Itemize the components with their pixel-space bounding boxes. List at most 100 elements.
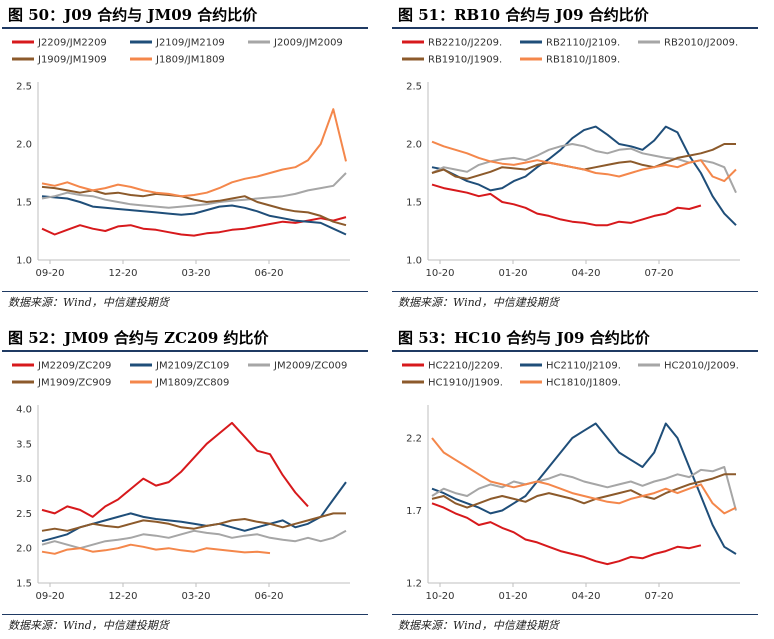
title-divider	[392, 27, 758, 29]
title-divider	[2, 350, 368, 352]
x-tick-label: 12-20	[108, 591, 137, 602]
source-divider	[2, 614, 368, 615]
legend-label: JM2109/ZC109	[155, 361, 229, 372]
series-line	[41, 512, 346, 532]
y-tick-label: 3.0	[16, 474, 32, 485]
y-tick-label: 2.5	[406, 82, 422, 93]
y-tick-label: 1.5	[16, 579, 32, 590]
legend-label: HC2010/J2009.	[664, 361, 739, 372]
legend-label: J1809/JM1809	[155, 55, 225, 66]
y-tick-label: 2.2	[406, 434, 422, 445]
source-note: 数据来源：Wind，中信建投期货	[398, 296, 559, 309]
legend-item: RB2210/J2209.	[402, 38, 502, 49]
legend-item: JM1909/ZC909	[12, 378, 111, 389]
legend-item: J1809/JM1809	[130, 55, 225, 66]
series-line	[431, 502, 702, 566]
x-tick-label: 10-20	[425, 268, 454, 279]
legend-label: RB2210/J2209.	[428, 38, 502, 49]
legend-label: JM2209/ZC209	[37, 361, 111, 372]
chart-title: 图 51：RB10 合约与 J09 合约比价	[398, 6, 649, 24]
legend-item: JM2109/ZC109	[130, 361, 229, 372]
source-note: 数据来源：Wind，中信建投期货	[8, 296, 169, 309]
y-tick-label: 1.0	[16, 256, 32, 267]
series-line	[41, 481, 347, 543]
legend-label: JM1809/ZC809	[155, 378, 229, 389]
legend-label: RB2010/J2009.	[664, 38, 738, 49]
x-tick-label: 04-20	[571, 591, 600, 602]
legend-label: JM2009/ZC009	[273, 361, 347, 372]
legend-item: RB1910/J1909.	[402, 55, 502, 66]
series-line	[431, 466, 737, 511]
source-note: 数据来源：Wind，中信建投期货	[8, 619, 169, 632]
y-tick-label: 1.5	[406, 198, 422, 209]
series-line	[41, 421, 309, 518]
legend-item: HC1910/J1909.	[402, 378, 503, 389]
chart-panel-jm09-zc209: 图 52：JM09 合约与 ZC209 约比价 JM2209/ZC209 JM21…	[2, 325, 372, 637]
y-tick-label: 2.0	[406, 140, 422, 151]
source-divider	[392, 291, 758, 292]
x-tick-label: 09-20	[35, 591, 64, 602]
series-line	[41, 216, 347, 237]
series-line	[41, 543, 271, 555]
x-tick-label: 09-20	[35, 268, 64, 279]
y-tick-label: 1.0	[406, 256, 422, 267]
legend-item: J2209/JM2209	[12, 38, 107, 49]
chart-panel-rb10-j09: 图 51：RB10 合约与 J09 合约比价 RB2210/J2209. RB21…	[392, 2, 762, 314]
x-tick-label: 03-20	[181, 268, 210, 279]
series-line	[41, 172, 347, 209]
series-line	[431, 183, 702, 227]
line-chart: HC2210/J2209. HC2110/J2109. HC2010/J2009. H…	[402, 361, 740, 602]
series-line	[431, 437, 737, 515]
y-tick-label: 1.5	[16, 198, 32, 209]
x-tick-label: 07-20	[644, 591, 673, 602]
x-tick-label: 06-20	[254, 591, 283, 602]
legend-label: RB2110/J2109.	[546, 38, 620, 49]
x-tick-label: 10-20	[425, 591, 454, 602]
series-line	[431, 140, 737, 183]
source-divider	[392, 614, 758, 615]
legend-item: HC2210/J2209.	[402, 361, 503, 372]
legend-label: HC1910/J1909.	[428, 378, 503, 389]
legend-item: RB1810/J1809.	[520, 55, 620, 66]
chart-panel-j09-jm09: 图 50：J09 合约与 JM09 合约比价 J2209/JM2209 J2109…	[2, 2, 372, 314]
legend-label: HC2210/J2209.	[428, 361, 503, 372]
y-tick-label: 2.0	[16, 140, 32, 151]
legend-item: JM2009/ZC009	[248, 361, 347, 372]
legend-label: HC1810/J1809.	[546, 378, 621, 389]
title-divider	[392, 350, 758, 352]
series-line	[41, 108, 347, 198]
legend-item: J2009/JM2009	[248, 38, 343, 49]
legend-item: RB2010/J2009.	[638, 38, 738, 49]
legend-item: J2109/JM2109	[130, 38, 225, 49]
chart-title: 图 50：J09 合约与 JM09 合约比价	[8, 6, 258, 24]
line-chart: J2209/JM2209 J2109/JM2109 J2009/JM2009 J190…	[12, 38, 350, 279]
y-tick-label: 2.5	[16, 82, 32, 93]
legend-label: RB1810/J1809.	[546, 55, 620, 66]
y-tick-label: 4.0	[16, 405, 32, 416]
legend-label: J2109/JM2109	[155, 38, 225, 49]
y-tick-label: 2.0	[16, 544, 32, 555]
series-line	[431, 473, 736, 509]
legend-label: JM1909/ZC909	[37, 378, 111, 389]
series-line	[431, 143, 737, 194]
legend-label: J2209/JM2209	[37, 38, 107, 49]
chart-title: 图 53：HC10 合约与 J09 合约比价	[398, 329, 650, 347]
legend-item: JM2209/ZC209	[12, 361, 111, 372]
series-line	[41, 529, 347, 550]
series-line	[431, 422, 737, 555]
y-tick-label: 1.2	[406, 579, 422, 590]
y-tick-label: 2.5	[16, 509, 32, 520]
legend-item: HC2010/J2009.	[638, 361, 739, 372]
legend-item: JM1809/ZC809	[130, 378, 229, 389]
legend-label: HC2110/J2109.	[546, 361, 621, 372]
series-line	[41, 195, 347, 236]
x-tick-label: 01-20	[498, 591, 527, 602]
legend-label: J2009/JM2009	[273, 38, 343, 49]
x-tick-label: 07-20	[644, 268, 673, 279]
line-chart: RB2210/J2209. RB2110/J2109. RB2010/J2009. R…	[402, 38, 740, 279]
legend-item: HC1810/J1809.	[520, 378, 621, 389]
legend-item: RB2110/J2109.	[520, 38, 620, 49]
source-note: 数据来源：Wind，中信建投期货	[398, 619, 559, 632]
line-chart: JM2209/ZC209 JM2109/ZC109 JM2009/ZC009 JM19…	[12, 361, 350, 602]
y-tick-label: 1.7	[406, 506, 422, 517]
